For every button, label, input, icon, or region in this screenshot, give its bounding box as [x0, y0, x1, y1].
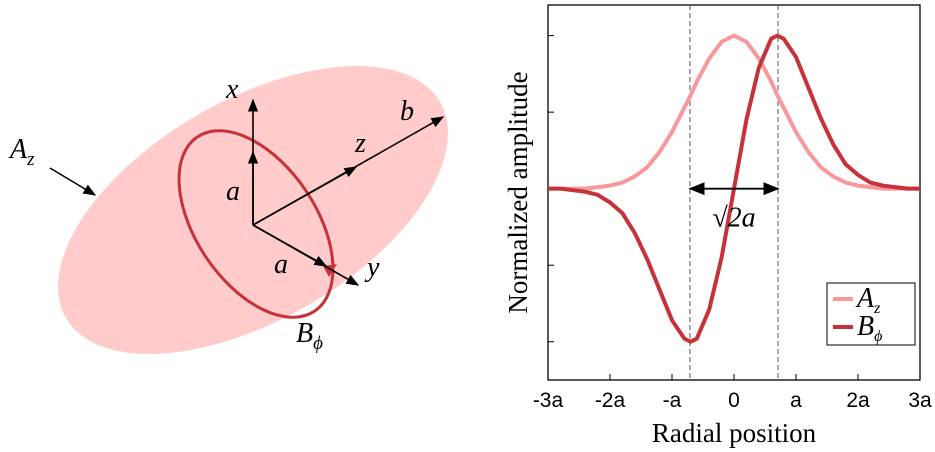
- legend-sub: z: [873, 300, 881, 317]
- x-tick-label: -a: [663, 389, 682, 412]
- legend-name: B: [857, 311, 874, 342]
- x-axis-label: Radial position: [652, 418, 817, 448]
- field-loop: [177, 129, 335, 319]
- pointer-arrow: [49, 167, 97, 196]
- label: x: [225, 74, 239, 105]
- legend-entry: Az: [855, 283, 881, 317]
- label-base: A: [8, 134, 28, 165]
- label-base: B: [296, 318, 313, 349]
- label: Bϕ: [296, 318, 323, 354]
- legend-sub: ϕ: [874, 328, 882, 345]
- x-tick-label: a: [790, 389, 802, 412]
- axes: [49, 98, 445, 286]
- label: Az: [8, 134, 35, 170]
- label: a: [274, 249, 288, 280]
- label: b: [400, 96, 414, 127]
- annotation: √2a: [712, 203, 755, 234]
- label: z: [354, 128, 366, 159]
- legend-name: A: [855, 283, 875, 314]
- x-tick-label: 2a: [846, 389, 870, 412]
- label: y: [364, 252, 380, 283]
- x-tick-label: -3a: [533, 389, 564, 412]
- x-tick-label: 3a: [908, 389, 932, 412]
- series-line: [548, 33, 920, 191]
- z-mid-arrow: [252, 166, 358, 226]
- a-arrow: [252, 224, 328, 267]
- legend-box: [826, 282, 916, 346]
- legend-entry: Bϕ: [857, 311, 882, 345]
- x-tick-label: 0: [728, 389, 740, 412]
- diagram: x b z a a y Az Bϕ: [8, 65, 448, 355]
- chart: -3a -2a -a 0 a 2a 3a Radial position Normalized …: [503, 4, 932, 448]
- y-axis-label: Normalized amplitude: [503, 71, 533, 313]
- label-sub: ϕ: [313, 333, 323, 354]
- label: a: [226, 176, 240, 207]
- label-sub: z: [26, 149, 35, 170]
- x-tick-label: -2a: [595, 389, 626, 412]
